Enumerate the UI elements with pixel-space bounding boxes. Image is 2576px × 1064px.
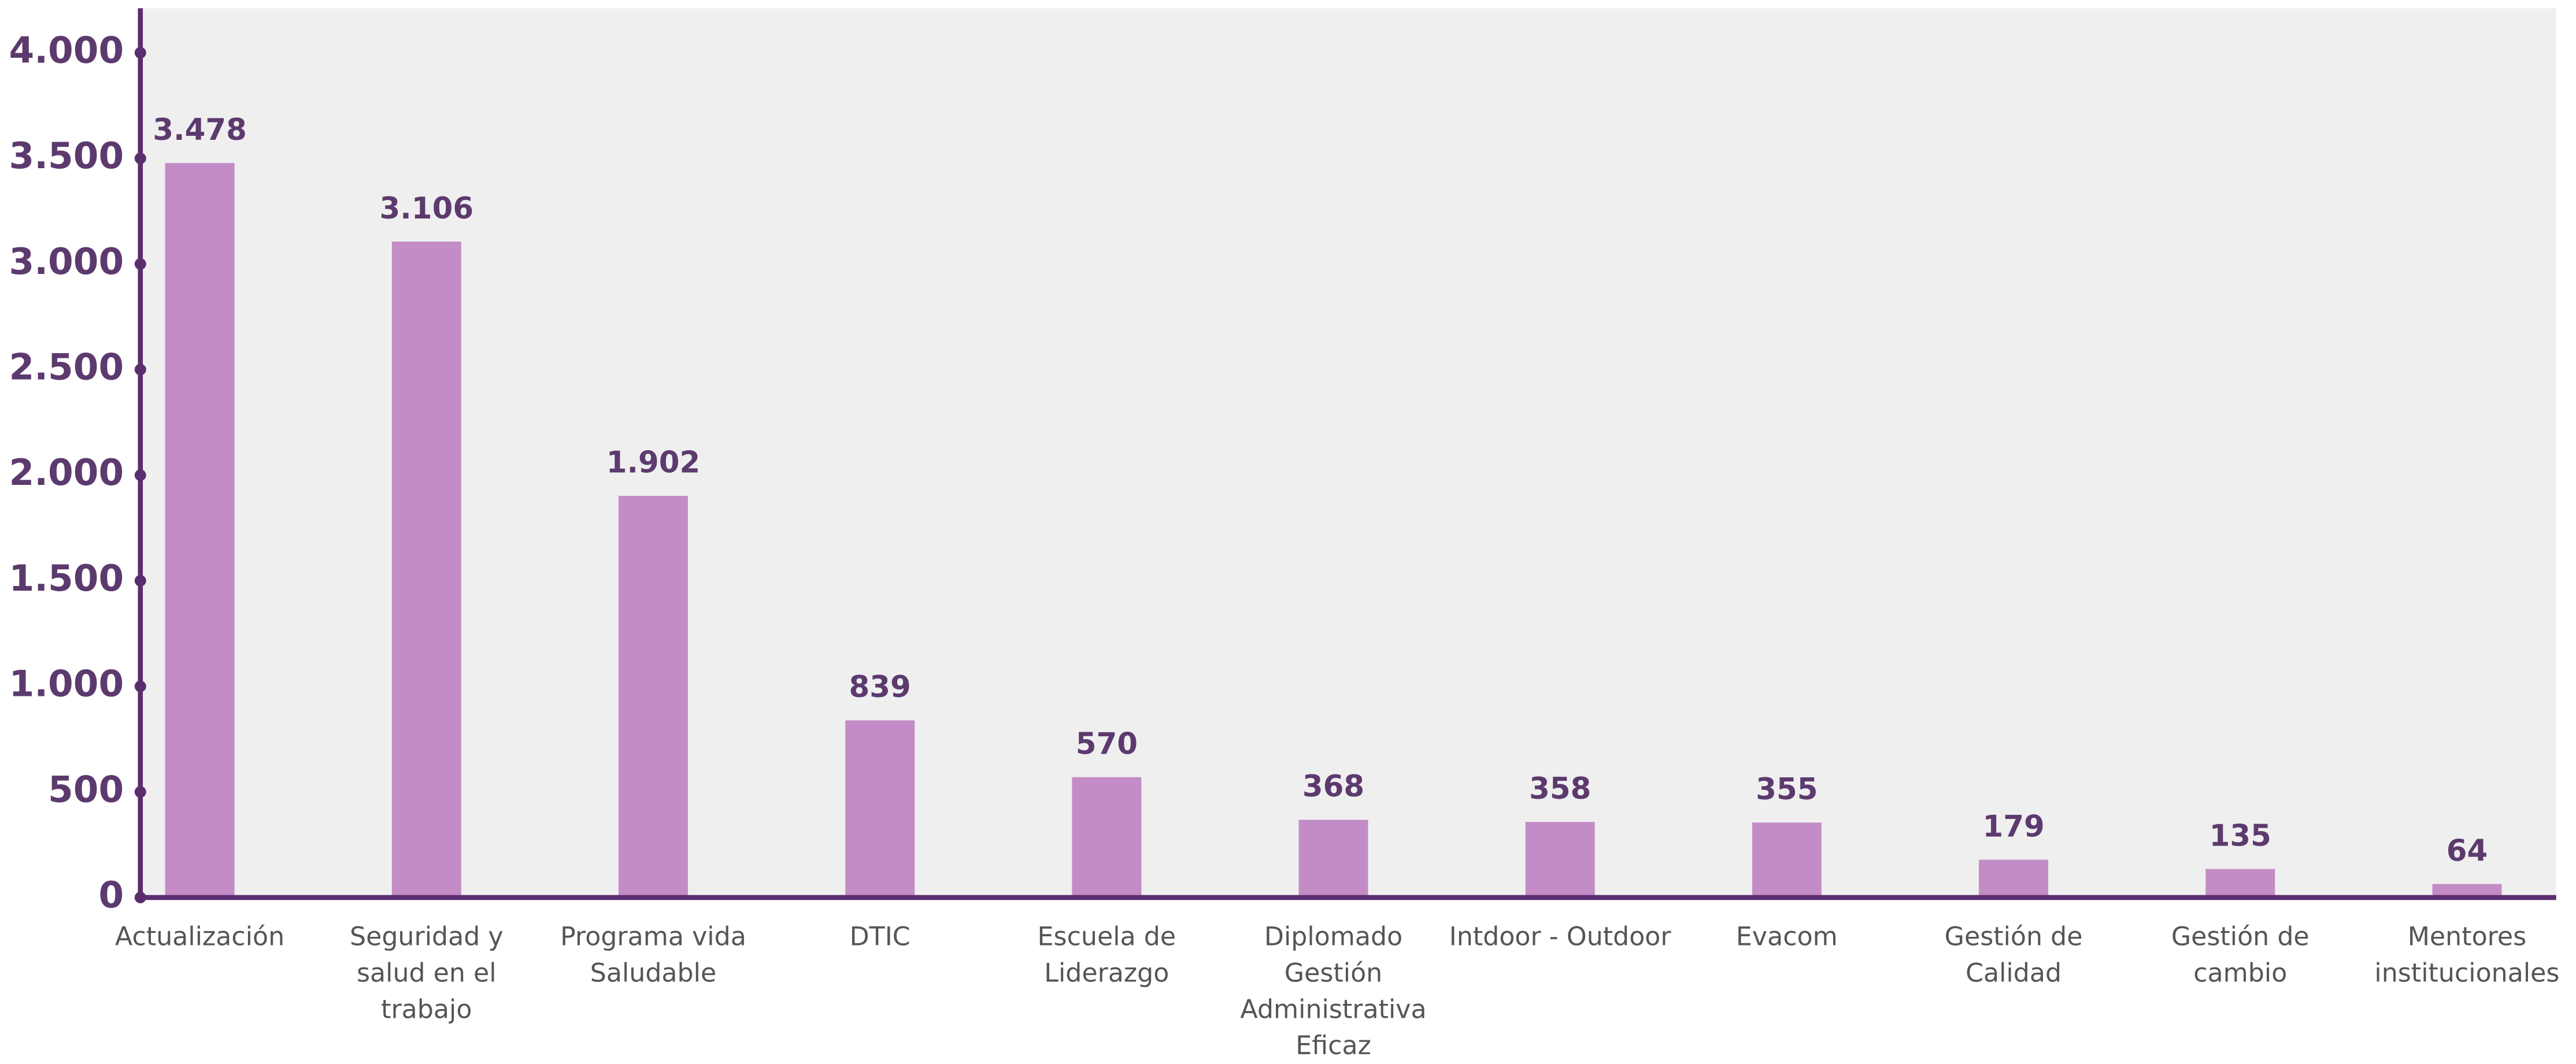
value-label: 368 bbox=[1302, 769, 1364, 804]
x-tick-label: Actualización bbox=[115, 922, 285, 952]
x-tick-label: Evacom bbox=[1735, 922, 1838, 952]
y-tick-label: 3.000 bbox=[9, 240, 124, 283]
y-tick-label: 0 bbox=[98, 874, 124, 916]
x-tick-label: Intdoor - Outdoor bbox=[1449, 922, 1671, 952]
tick-mark bbox=[134, 47, 146, 59]
value-label: 64 bbox=[2447, 833, 2488, 868]
y-tick-label: 1.500 bbox=[9, 557, 124, 599]
bar bbox=[619, 495, 688, 898]
tick-mark bbox=[134, 469, 146, 481]
y-tick-label: 4.000 bbox=[9, 29, 124, 71]
tick-mark bbox=[134, 153, 146, 165]
x-tick-label: DTIC bbox=[849, 922, 911, 952]
tick-mark bbox=[134, 786, 146, 798]
value-label: 570 bbox=[1076, 726, 1138, 761]
x-tick-label: Diplomado Gestión Administrativa Eficaz bbox=[1240, 922, 1427, 1061]
y-tick-label: 2.000 bbox=[9, 451, 124, 494]
y-tick-label: 2.500 bbox=[9, 346, 124, 388]
value-label: 179 bbox=[1982, 809, 2044, 844]
tick-mark bbox=[134, 574, 146, 587]
value-label: 358 bbox=[1529, 772, 1591, 806]
bar bbox=[391, 242, 461, 898]
x-tick-label: Seguridad y salud en el trabajo bbox=[349, 922, 504, 1025]
bar bbox=[1525, 822, 1595, 898]
value-label: 3.106 bbox=[380, 191, 474, 226]
value-label: 135 bbox=[2209, 818, 2271, 853]
bar bbox=[1752, 822, 1822, 898]
value-label: 355 bbox=[1756, 772, 1818, 807]
tick-mark bbox=[134, 258, 146, 270]
bar bbox=[1979, 859, 2049, 898]
x-tick-label: Mentores institucionales bbox=[2374, 922, 2560, 988]
bar bbox=[1072, 777, 1142, 898]
value-label: 839 bbox=[849, 670, 911, 705]
tick-mark bbox=[134, 364, 146, 376]
x-tick-label: Programa vida Saludable bbox=[560, 922, 746, 988]
x-tick-label: Escuela de Liderazgo bbox=[1037, 922, 1176, 988]
x-tick-label: Gestión de cambio bbox=[2171, 922, 2309, 988]
y-tick-label: 1.000 bbox=[9, 663, 124, 705]
tick-mark bbox=[134, 680, 146, 692]
value-label: 3.478 bbox=[153, 113, 247, 147]
plot-background bbox=[140, 8, 2556, 899]
value-label: 1.902 bbox=[606, 446, 701, 480]
bar bbox=[1298, 820, 1368, 898]
bar bbox=[2432, 884, 2502, 898]
bar bbox=[165, 163, 235, 898]
y-tick-label: 500 bbox=[48, 768, 124, 810]
x-tick-label: Gestión de Calidad bbox=[1944, 922, 2083, 988]
y-tick-label: 3.500 bbox=[9, 135, 124, 177]
bar bbox=[845, 720, 915, 898]
bar bbox=[2205, 869, 2275, 898]
